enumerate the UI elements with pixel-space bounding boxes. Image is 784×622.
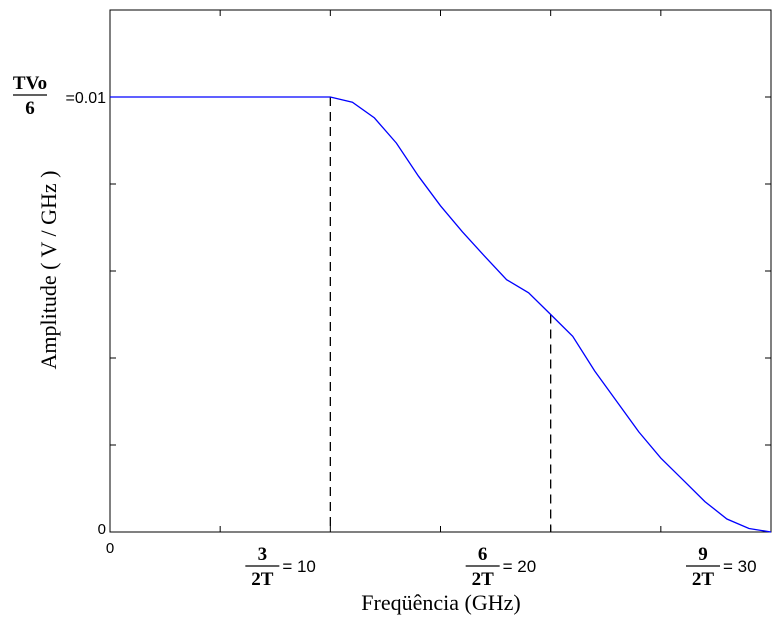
x-tick-labels: 0 3 2T = 10 6 2T = 20 9 2T = 30 (106, 540, 757, 590)
amplitude-series-line (110, 96, 772, 533)
reference-lines (329, 97, 552, 532)
y-tick-label: 0 (98, 521, 106, 538)
x-axis-title: Freqüência (GHz) (361, 590, 520, 615)
fraction-numerator: 6 (478, 544, 488, 565)
fraction-denominator: 6 (25, 98, 35, 119)
series-layer (110, 96, 772, 533)
fraction-denominator: 2T (472, 569, 495, 590)
plot-frame (109, 9, 772, 533)
fraction-denominator: 2T (251, 569, 274, 590)
y-tick-value: =0.01 (66, 90, 107, 107)
fraction-numerator: 9 (698, 544, 708, 565)
fraction-denominator: 2T (692, 569, 715, 590)
x-tick-value: = 20 (503, 557, 537, 576)
tick-marks (109, 9, 772, 533)
fraction-numerator: 3 (258, 544, 268, 565)
x-tick-value: = 30 (723, 557, 757, 576)
y-tick-labels: 0 TVo 6 =0.01 (13, 73, 106, 538)
y-axis-title: Amplitude ( V / GHz ) (36, 171, 61, 370)
x-tick-label: 0 (106, 540, 114, 557)
fraction-numerator: TVo (13, 73, 47, 94)
x-tick-value: = 10 (282, 557, 316, 576)
